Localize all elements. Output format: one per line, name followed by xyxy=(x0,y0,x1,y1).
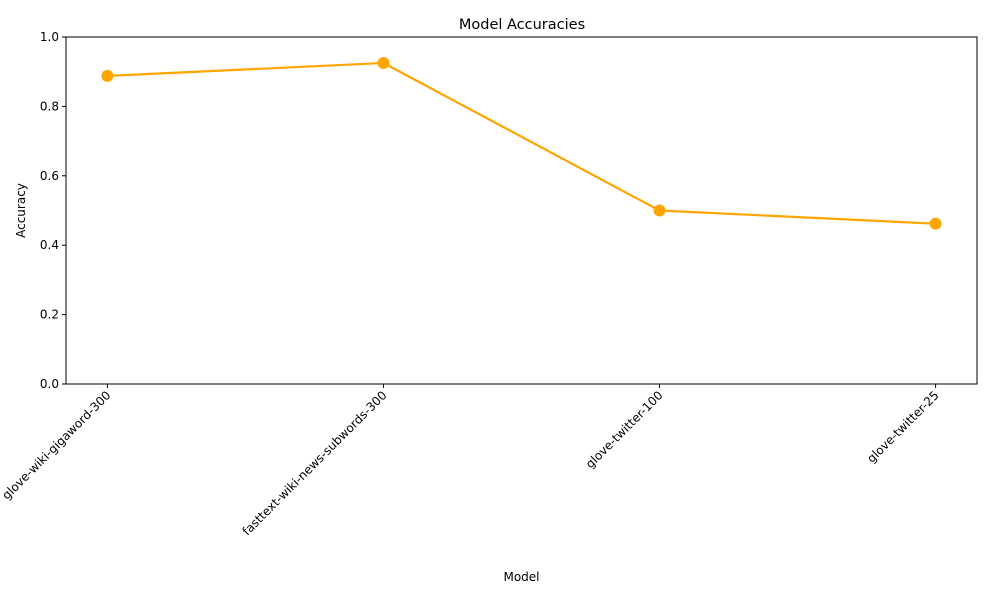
series-line xyxy=(107,61,936,225)
data-point xyxy=(101,69,114,82)
y-axis-label: Accuracy xyxy=(14,183,28,238)
x-tick-label: glove-twitter-100 xyxy=(583,388,666,471)
data-point xyxy=(653,204,666,217)
y-tick-label: 0.2 xyxy=(40,308,59,322)
y-tick-label: 0.4 xyxy=(40,238,59,252)
data-point xyxy=(377,57,390,70)
x-tick-label: glove-wiki-gigaword-300 xyxy=(0,388,114,502)
y-tick-label: 0.8 xyxy=(40,99,59,113)
x-axis-label: Model xyxy=(503,570,539,584)
data-point xyxy=(929,217,942,230)
chart-title: Model Accuracies xyxy=(459,17,585,33)
plot-area-frame xyxy=(65,36,978,385)
y-tick-label: 0.6 xyxy=(40,169,59,183)
series-layer xyxy=(101,57,942,230)
y-tick-label: 1.0 xyxy=(40,30,59,44)
x-axis: glove-wiki-gigaword-300 fasttext-wiki-new… xyxy=(0,384,942,538)
y-tick-label: 0.0 xyxy=(40,377,59,391)
x-tick-label: fasttext-wiki-news-subwords-300 xyxy=(240,388,390,538)
y-axis: 0.0 0.2 0.4 0.6 0.8 1.0 xyxy=(40,30,66,391)
x-tick-label: glove-twitter-25 xyxy=(864,388,941,465)
